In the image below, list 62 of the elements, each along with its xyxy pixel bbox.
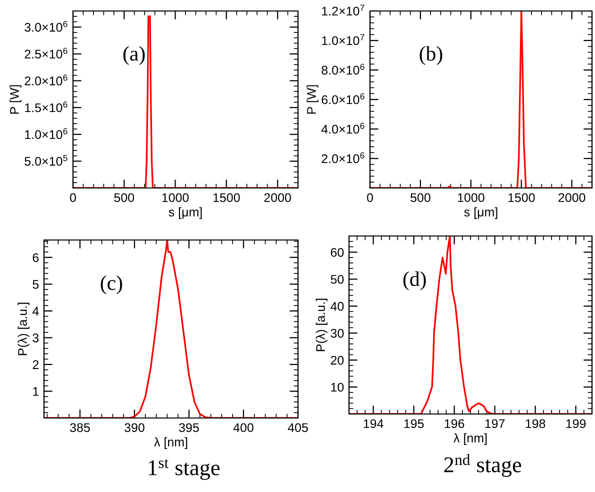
y-tick-label: 1.0×10$^{7}$ — [322, 34, 364, 46]
x-tick-label: 198 — [526, 419, 546, 428]
text: 2$^{nd}$ stage — [444, 454, 522, 477]
y-axis-title: P [W] — [306, 85, 318, 114]
y-tick-label: 6.0×10$^{6}$ — [322, 93, 364, 104]
x-tick-label: 400 — [233, 423, 254, 432]
y-tick-label: 1.2×10$^{7}$ — [322, 4, 364, 16]
x-tick-label: 0 — [70, 193, 76, 202]
line-series — [370, 11, 592, 188]
annotation: (b) — [420, 46, 442, 65]
x-axis-title: λ [nm] — [454, 433, 487, 445]
annotation: (c) — [100, 275, 122, 294]
x-tick-label: 385 — [70, 423, 90, 432]
y-axis-title: P(λ) [a.u.] — [18, 302, 30, 356]
y-tick-label: 30 — [330, 328, 344, 338]
y-tick-label: 6 — [32, 253, 39, 262]
y-tick-label: 1.0×10$^{6}$ — [25, 128, 68, 139]
x-tick-label: 500 — [410, 193, 430, 202]
y-tick-label: 2 — [32, 360, 39, 369]
y-tick-label: 10 — [331, 382, 344, 392]
y-tick-label: 20 — [330, 356, 344, 365]
y-tick-label: 2.0×10$^{6}$ — [322, 152, 364, 164]
annotation: (d) — [403, 271, 426, 290]
x-tick-label: 0 — [367, 193, 373, 202]
x-tick-label: 1500 — [213, 193, 240, 202]
x-tick-label: 195 — [404, 419, 424, 428]
y-tick-label: 8.0×10$^{6}$ — [322, 64, 364, 75]
y-tick-label: 40 — [330, 302, 344, 311]
x-axis-title: λ [nm] — [154, 437, 188, 449]
y-tick-label: 3.0×10$^{6}$ — [24, 20, 68, 32]
x-tick-label: 194 — [364, 419, 384, 428]
x-tick-label: 197 — [485, 419, 505, 428]
y-tick-label: 3 — [32, 334, 39, 342]
x-tick-label: 199 — [566, 419, 586, 428]
x-axis-title: s [μm] — [168, 207, 202, 219]
x-tick-label: 405 — [288, 423, 308, 432]
y-tick-label: 2.0×10$^{6}$ — [24, 74, 68, 86]
y-axis-title: P(λ) [a.u.] — [316, 298, 328, 352]
y-tick-label: 50 — [330, 274, 344, 284]
y-tick-label: 5 — [32, 280, 39, 289]
x-tick-label: 2000 — [558, 193, 586, 202]
x-tick-label: 395 — [179, 423, 199, 432]
y-axis-title: P [W] — [10, 85, 22, 114]
x-axis-title: s [μm] — [464, 207, 498, 219]
x-tick-label: 1000 — [458, 193, 484, 202]
text: 1$^{st}$ stage — [148, 459, 220, 480]
annotation: (a) — [123, 46, 145, 65]
x-tick-label: 196 — [444, 419, 464, 428]
y-tick-label: 1.5×10$^{6}$ — [25, 101, 68, 112]
x-tick-label: 500 — [114, 193, 134, 202]
x-tick-label: 390 — [124, 423, 144, 432]
y-tick-label: 60 — [330, 248, 344, 257]
y-tick-label: 2.5×10$^{6}$ — [24, 48, 68, 59]
y-tick-label: 4 — [32, 306, 39, 316]
line-series — [349, 236, 592, 414]
x-tick-label: 1000 — [162, 193, 189, 202]
y-tick-label: 1 — [33, 387, 39, 396]
line-series — [44, 240, 298, 418]
x-tick-label: 2000 — [264, 193, 291, 202]
y-tick-label: 5.0×10$^{5}$ — [24, 154, 68, 166]
y-tick-label: 4.0×10$^{6}$ — [321, 122, 364, 134]
x-tick-label: 1500 — [508, 193, 535, 202]
